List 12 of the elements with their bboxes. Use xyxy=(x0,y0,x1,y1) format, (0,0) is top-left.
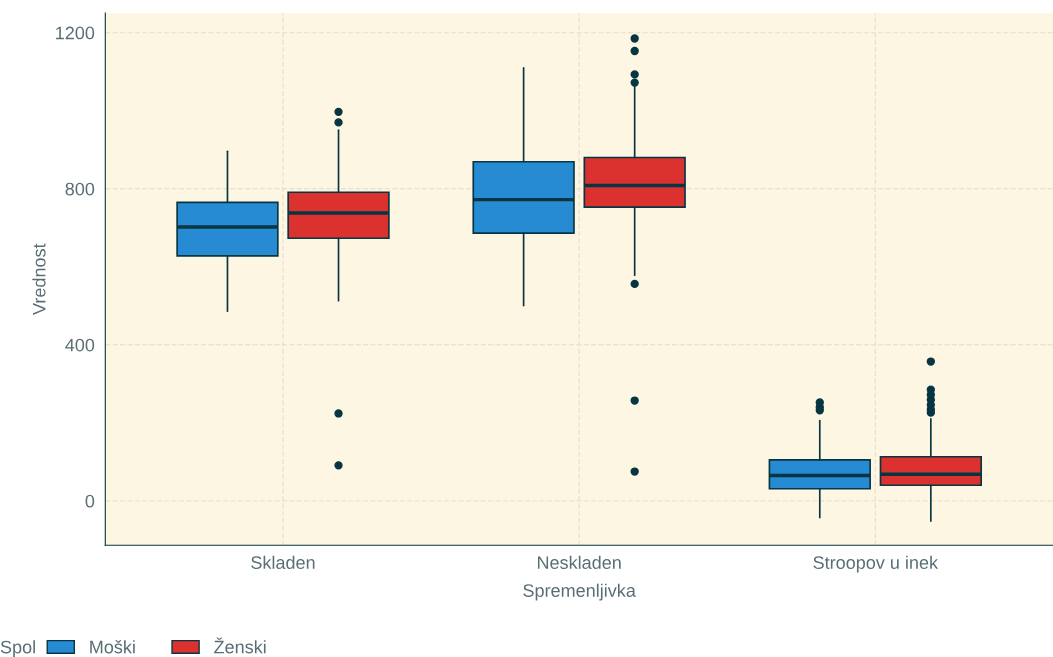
legend-title: Spol xyxy=(0,640,35,657)
y-tick-label: 400 xyxy=(65,338,95,352)
y-tick-label: 800 xyxy=(65,182,95,196)
y-tick-label: 0 xyxy=(85,494,95,508)
x-tick-label: Skladen xyxy=(251,555,315,569)
legend-label: Moški xyxy=(90,640,135,654)
x-tick-label: Neskladen xyxy=(537,555,621,569)
x-axis-title: Spremenljivka xyxy=(523,583,636,601)
legend-label: Ženski xyxy=(214,637,266,654)
y-tick-label: 1200 xyxy=(56,26,95,40)
x-tick-label: Stroopov u inek xyxy=(813,555,939,573)
y-axis-title: Vrednost xyxy=(32,243,46,315)
